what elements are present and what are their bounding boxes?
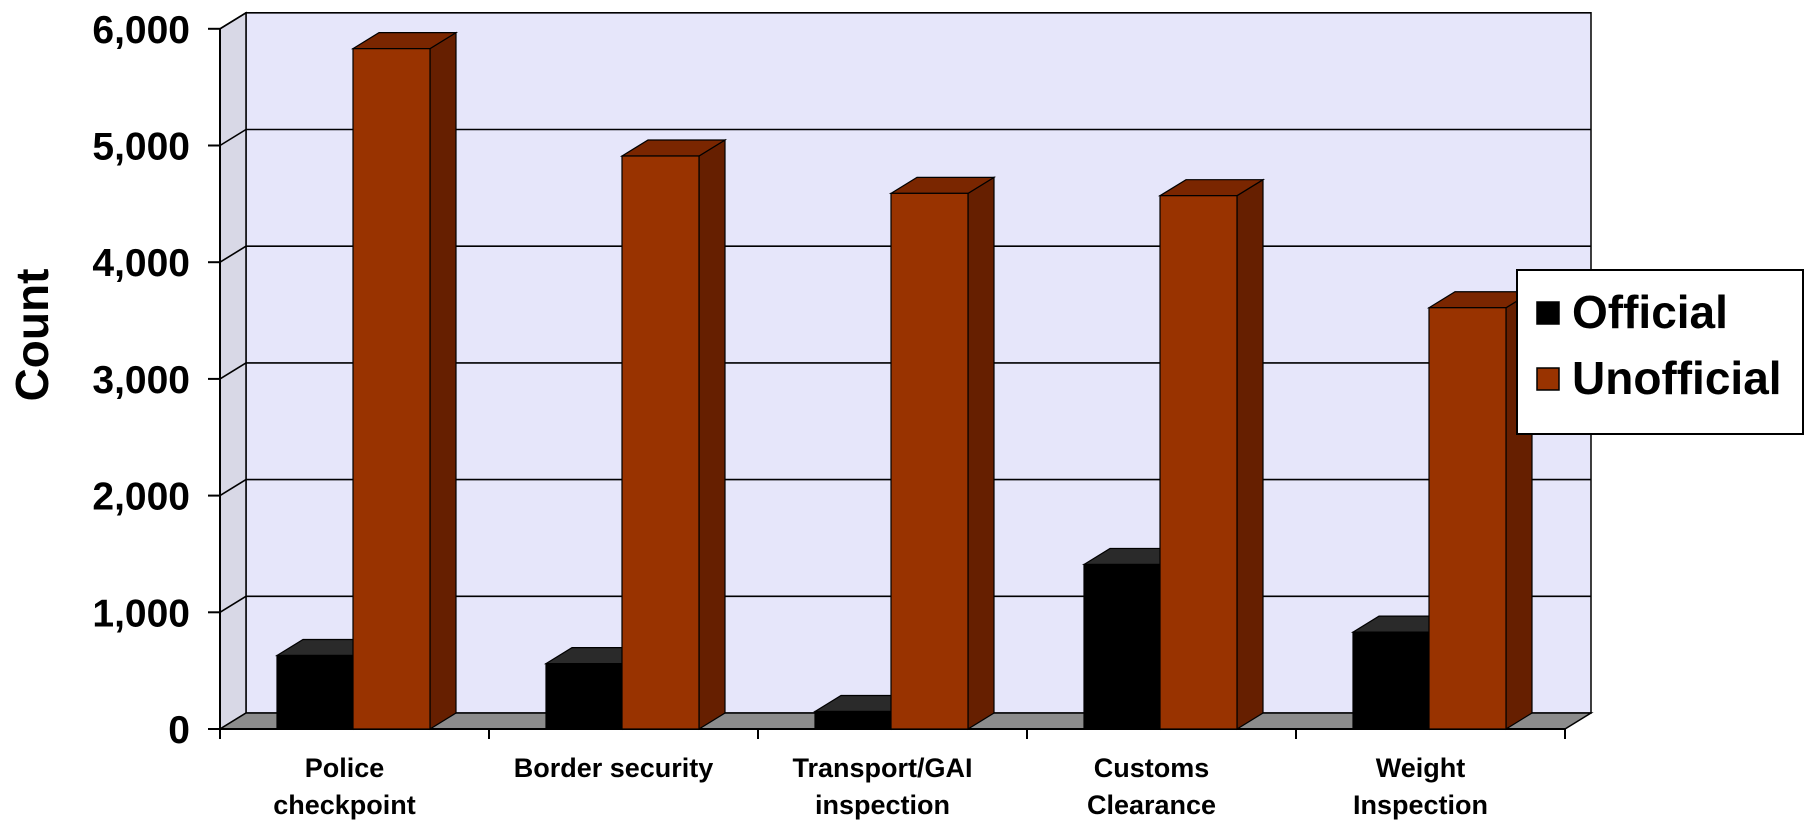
x-category-label: Clearance [1087,790,1216,820]
x-category-label: Customs [1094,753,1210,783]
bar-front [276,654,355,730]
x-category-label: Border security [514,753,714,783]
bar-front [1083,563,1162,730]
x-category-label: Weight [1376,753,1466,783]
gridline [219,12,1591,30]
bar-front [352,48,431,730]
bar-front [1352,631,1431,730]
x-category-label: Inspection [1353,790,1488,820]
legend-swatch-official [1536,301,1560,325]
legend-swatch-unofficial [1536,367,1560,391]
y-tick-label: 1,000 [92,592,190,635]
y-tick-label: 2,000 [92,476,190,519]
gridline [219,478,1591,497]
gridline [219,362,1591,380]
x-category-labels: Police checkpoint Border security Transport… [273,753,1488,820]
bar-side [698,138,726,731]
y-tick-label: 5,000 [92,126,190,169]
bar-front [890,192,969,730]
bar-unofficial [1426,290,1535,731]
bar-side [429,31,457,731]
y-tick-label: 0 [168,709,190,752]
x-category-label: inspection [815,790,950,820]
bar-side [1236,178,1264,731]
y-tick-label: 4,000 [92,242,190,285]
bar-unofficial [350,31,459,731]
gridline [219,128,1591,147]
y-tick-label: 6,000 [92,9,190,52]
x-category-label: checkpoint [273,790,416,820]
bar-unofficial [888,176,997,731]
legend: Official Unofficial [1516,269,1804,435]
bar-front [621,155,700,730]
y-tick-labels: 0 1,000 2,000 3,000 4,000 5,000 6,000 [92,9,190,752]
bar-front [814,710,893,730]
legend-label-official: Official [1572,286,1728,338]
bar-unofficial [1157,178,1266,731]
legend-label-unofficial: Unofficial [1572,352,1782,404]
y-axis-title: Count [6,269,58,402]
bars [274,31,1535,731]
gridline [219,245,1591,263]
x-category-label: Police [305,753,385,783]
x-category-label: Transport/GAI [792,753,972,783]
legend-box [1516,269,1804,435]
bar-front [1159,195,1238,730]
bar-front [545,663,624,730]
bar-unofficial [619,138,728,731]
bar-front [1428,307,1507,730]
y-tick-label: 3,000 [92,359,190,402]
bar-side [967,176,995,731]
gridlines [219,12,1591,613]
